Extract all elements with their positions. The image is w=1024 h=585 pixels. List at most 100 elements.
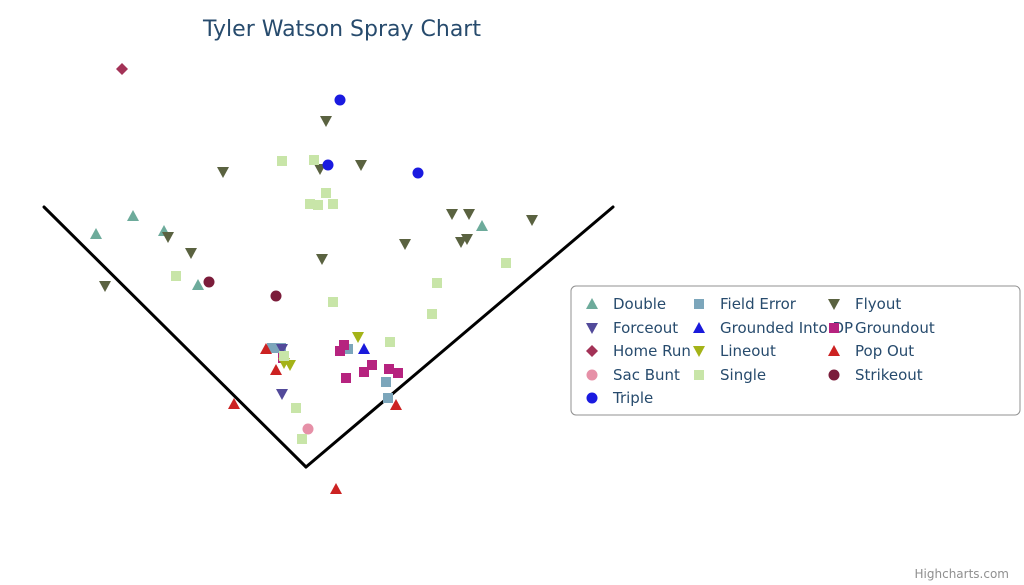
flyout-point[interactable] — [463, 209, 475, 220]
legend-symbol-lineout[interactable] — [693, 346, 705, 357]
legend-symbol-single[interactable] — [694, 370, 704, 380]
right-foul-line — [304, 205, 615, 469]
single-point[interactable] — [501, 258, 511, 268]
strikeout-point[interactable] — [203, 276, 215, 288]
legend-label-field-error: Field Error — [720, 295, 797, 313]
single-point[interactable] — [277, 156, 287, 166]
groundout-point[interactable] — [367, 360, 377, 370]
field-error-point[interactable] — [381, 377, 391, 387]
legend-item-double[interactable]: Double — [586, 295, 666, 313]
flyout-point[interactable] — [455, 237, 467, 248]
flyout-point[interactable] — [316, 254, 328, 265]
series-grounded-into-dp — [358, 343, 370, 354]
series-forceout — [276, 344, 288, 400]
legend-item-flyout[interactable]: Flyout — [828, 295, 901, 313]
legend-symbol-strikeout[interactable] — [828, 369, 840, 381]
legend-item-triple[interactable]: Triple — [586, 389, 654, 407]
legend-symbol-groundout[interactable] — [829, 323, 839, 333]
flyout-point[interactable] — [217, 167, 229, 178]
field-error-point[interactable] — [267, 343, 277, 353]
flyout-point[interactable] — [399, 239, 411, 250]
single-point[interactable] — [321, 188, 331, 198]
legend-symbol-sac-bunt[interactable] — [586, 369, 598, 381]
field-error-point[interactable] — [383, 393, 393, 403]
flyout-point[interactable] — [446, 209, 458, 220]
flyout-point[interactable] — [355, 160, 367, 171]
double-point[interactable] — [192, 279, 204, 290]
legend-label-single: Single — [720, 366, 766, 384]
triple-point[interactable] — [322, 159, 334, 171]
forceout-point[interactable] — [276, 344, 288, 355]
legend-label-pop-out: Pop Out — [855, 342, 914, 360]
left-foul-line — [42, 205, 308, 469]
legend-item-grounded-into-dp[interactable]: Grounded Into DP — [693, 319, 853, 337]
groundout-point[interactable] — [341, 373, 351, 383]
plot-area — [90, 63, 538, 494]
flyout-point[interactable] — [320, 116, 332, 127]
legend-label-forceout: Forceout — [613, 319, 678, 337]
legend-symbol-flyout[interactable] — [828, 299, 840, 310]
legend-item-lineout[interactable]: Lineout — [693, 342, 776, 360]
legend-symbol-forceout[interactable] — [586, 323, 598, 334]
single-point[interactable] — [328, 297, 338, 307]
single-point[interactable] — [291, 403, 301, 413]
pop-out-point[interactable] — [330, 483, 342, 494]
flyout-point[interactable] — [162, 232, 174, 243]
legend-item-home-run[interactable]: Home Run — [586, 342, 691, 360]
legend-item-strikeout[interactable]: Strikeout — [828, 366, 923, 384]
flyout-point[interactable] — [99, 281, 111, 292]
flyout-point[interactable] — [461, 234, 473, 245]
legend-item-pop-out[interactable]: Pop Out — [828, 342, 914, 360]
single-point[interactable] — [427, 309, 437, 319]
single-point[interactable] — [297, 434, 307, 444]
single-point[interactable] — [385, 337, 395, 347]
legend-item-single[interactable]: Single — [694, 366, 766, 384]
legend-item-forceout[interactable]: Forceout — [586, 319, 678, 337]
forceout-point[interactable] — [276, 389, 288, 400]
double-point[interactable] — [90, 228, 102, 239]
sac-bunt-point[interactable] — [302, 423, 314, 435]
pop-out-point[interactable] — [270, 364, 282, 375]
double-point[interactable] — [127, 210, 139, 221]
pop-out-point[interactable] — [260, 343, 272, 354]
legend-label-sac-bunt: Sac Bunt — [613, 366, 680, 384]
single-point[interactable] — [313, 200, 323, 210]
single-point[interactable] — [171, 271, 181, 281]
groundout-point[interactable] — [359, 367, 369, 377]
legend-symbol-grounded-into-dp[interactable] — [693, 322, 705, 333]
single-point[interactable] — [279, 351, 289, 361]
legend-symbol-double[interactable] — [586, 298, 598, 309]
flyout-point[interactable] — [185, 248, 197, 259]
single-point[interactable] — [328, 199, 338, 209]
flyout-point[interactable] — [526, 215, 538, 226]
legend-symbol-field-error[interactable] — [694, 299, 704, 309]
pop-out-point[interactable] — [228, 398, 240, 409]
groundout-point[interactable] — [384, 364, 394, 374]
strikeout-point[interactable] — [270, 290, 282, 302]
chart-title: Tyler Watson Spray Chart — [202, 17, 481, 42]
legend-item-field-error[interactable]: Field Error — [694, 295, 797, 313]
single-point[interactable] — [305, 199, 315, 209]
groundout-point[interactable] — [335, 346, 345, 356]
double-point[interactable] — [476, 220, 488, 231]
legend-item-groundout[interactable]: Groundout — [829, 319, 935, 337]
legend-box — [570, 285, 1021, 416]
triple-point[interactable] — [334, 94, 346, 106]
groundout-point[interactable] — [393, 368, 403, 378]
triple-point[interactable] — [412, 167, 424, 179]
single-point[interactable] — [309, 155, 319, 165]
legend-symbol-triple[interactable] — [586, 392, 598, 404]
credits-link[interactable]: Highcharts.com — [915, 567, 1009, 581]
pop-out-point[interactable] — [390, 399, 402, 410]
grounded-into-dp-point[interactable] — [358, 343, 370, 354]
lineout-point[interactable] — [352, 332, 364, 343]
series-double — [90, 210, 488, 290]
groundout-point[interactable] — [339, 340, 349, 350]
series-home-run — [116, 63, 128, 75]
legend-symbol-home-run[interactable] — [586, 345, 598, 357]
legend-symbol-pop-out[interactable] — [828, 345, 840, 356]
series-single — [171, 155, 511, 444]
home-run-point[interactable] — [116, 63, 128, 75]
single-point[interactable] — [432, 278, 442, 288]
legend-item-sac-bunt[interactable]: Sac Bunt — [586, 366, 681, 384]
